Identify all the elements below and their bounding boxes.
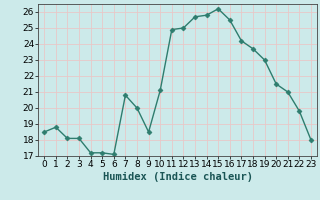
X-axis label: Humidex (Indice chaleur): Humidex (Indice chaleur) bbox=[103, 172, 252, 182]
